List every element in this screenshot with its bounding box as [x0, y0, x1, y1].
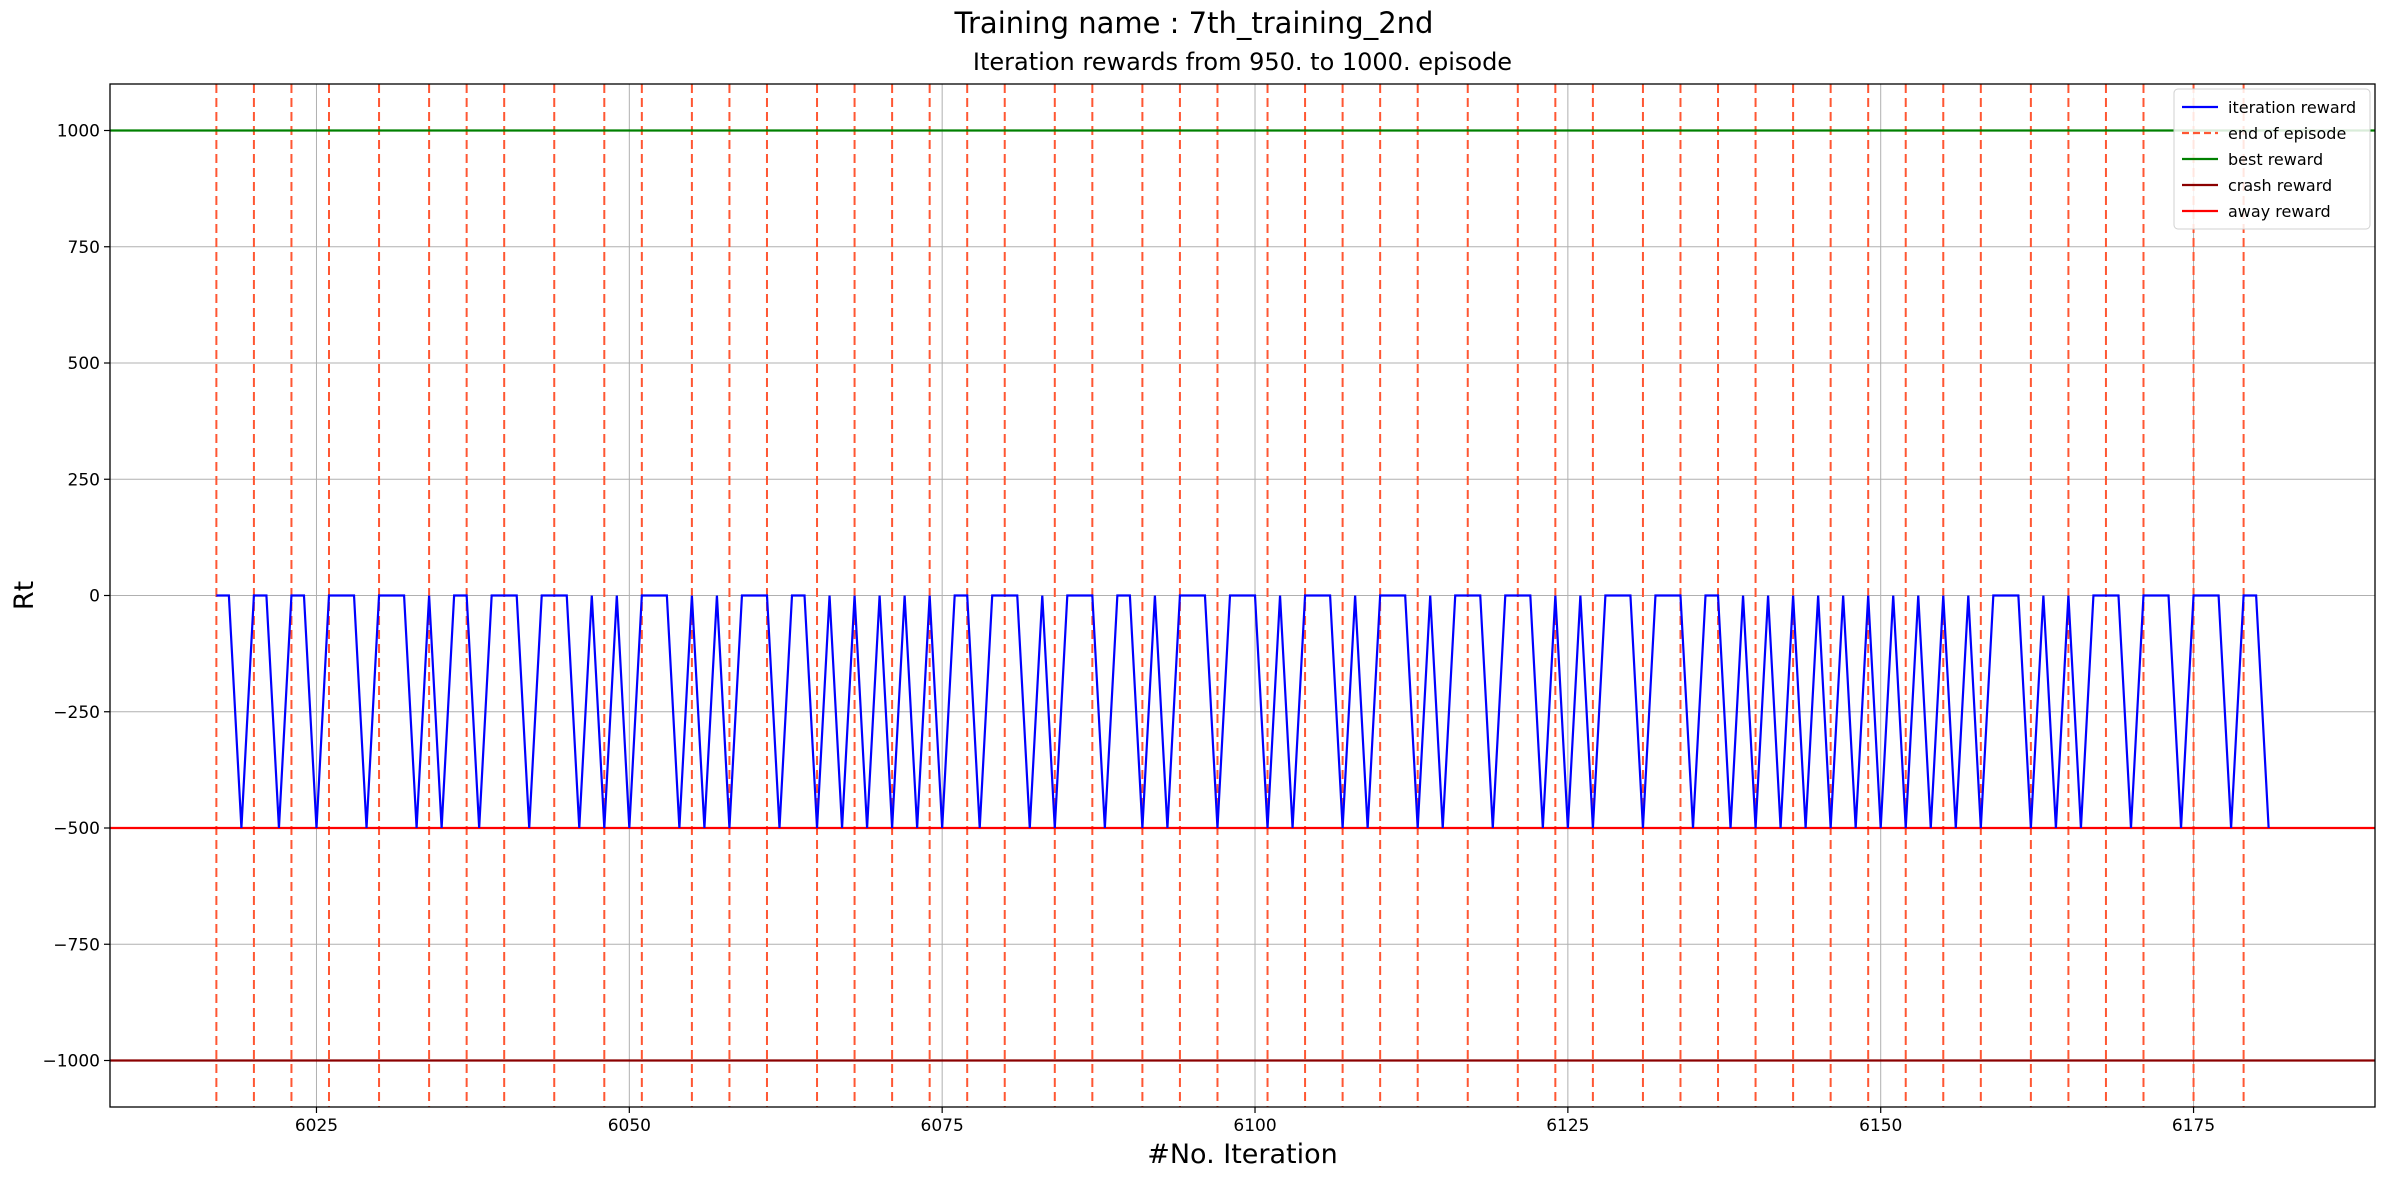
y-tick-label: −750	[53, 935, 100, 955]
reference-lines-layer	[110, 129, 2375, 1062]
figure-title: Training name : 7th_training_2nd	[954, 6, 1434, 40]
legend-entry: end of episode	[2228, 124, 2346, 143]
y-ticks: −1000 −750 −500 −250 0 250 500 750 1000	[42, 122, 110, 1072]
legend-entry: iteration reward	[2228, 98, 2356, 117]
x-axis-label: #No. Iteration	[1147, 1139, 1338, 1170]
y-tick-label: 1000	[57, 122, 100, 142]
x-tick-label: 6150	[1859, 1116, 1902, 1136]
y-tick-label: −500	[53, 819, 100, 839]
x-tick-label: 6075	[921, 1116, 964, 1136]
x-tick-label: 6125	[1546, 1116, 1589, 1136]
series-layer	[216, 594, 2270, 829]
x-ticks: 6025 6050 6075 6100 6125 6150 6175	[295, 1107, 2215, 1136]
legend-entry: away reward	[2228, 202, 2331, 221]
legend-entry: crash reward	[2228, 176, 2332, 195]
chart-title: Iteration rewards from 950. to 1000. epi…	[972, 48, 1513, 76]
x-tick-label: 6025	[295, 1116, 338, 1136]
y-tick-label: 750	[68, 238, 100, 258]
y-tick-label: −1000	[42, 1052, 100, 1072]
y-tick-label: −250	[53, 703, 100, 723]
y-tick-label: 250	[68, 470, 100, 490]
x-tick-label: 6050	[608, 1116, 651, 1136]
legend: iteration reward end of episode best rewar…	[2173, 88, 2371, 230]
y-tick-label: 0	[89, 587, 100, 607]
x-tick-label: 6175	[2172, 1116, 2215, 1136]
y-axis-label: Rt	[9, 581, 40, 610]
y-tick-label: 500	[68, 354, 100, 374]
legend-entry: best reward	[2228, 150, 2323, 169]
legend-box	[2173, 88, 2371, 230]
x-tick-label: 6100	[1233, 1116, 1276, 1136]
iteration-reward-line	[216, 594, 2270, 829]
